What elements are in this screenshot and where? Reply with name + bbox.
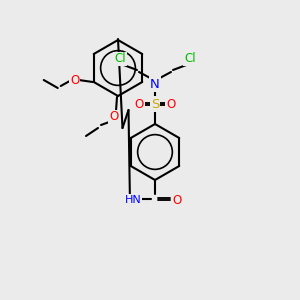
- Text: Cl: Cl: [114, 52, 126, 65]
- Text: HN: HN: [124, 195, 141, 205]
- Text: O: O: [167, 98, 176, 110]
- Text: O: O: [110, 110, 118, 124]
- Text: N: N: [150, 77, 160, 91]
- Text: Cl: Cl: [184, 52, 196, 65]
- Text: O: O: [172, 194, 182, 208]
- Text: O: O: [134, 98, 144, 110]
- Text: O: O: [70, 74, 80, 86]
- Text: S: S: [151, 98, 159, 110]
